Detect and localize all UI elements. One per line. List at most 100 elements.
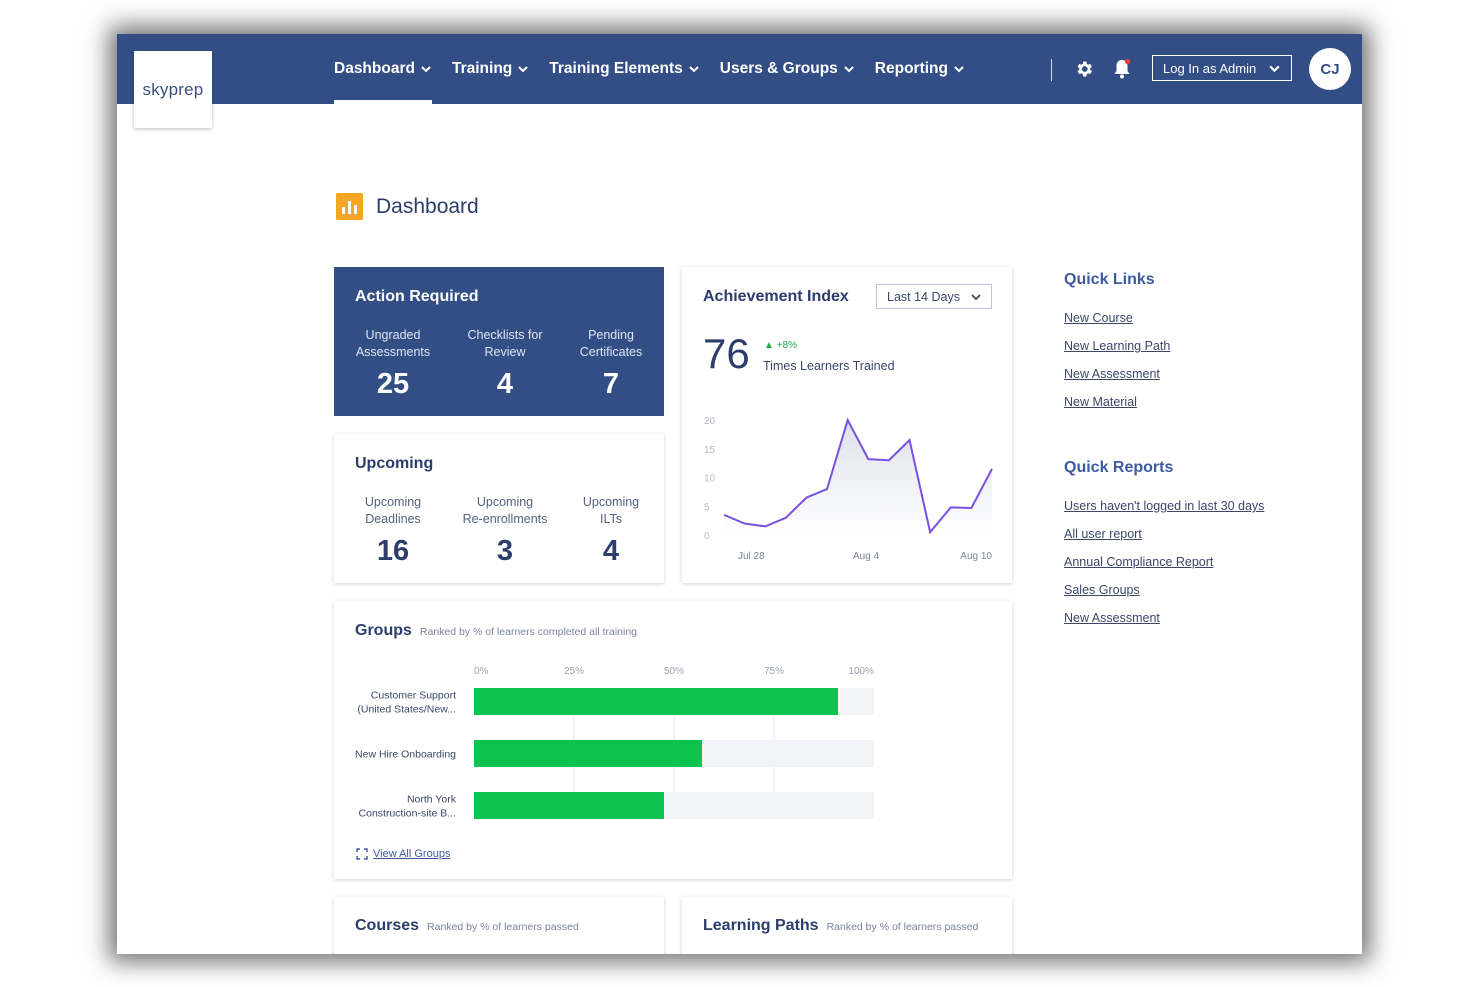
upcoming-card: Upcoming Upcoming Deadlines 16 Upcoming … [334,434,664,583]
courses-note: Ranked by % of learners passed [427,921,579,933]
view-all-groups-link[interactable]: View All Groups [356,848,450,860]
chevron-down-icon [971,294,981,301]
view-all-groups-label: View All Groups [373,848,451,860]
stat-value: 16 [376,535,410,567]
group-label: (United States/New... [357,704,456,716]
group-label: New Hire Onboarding [355,749,456,761]
stat-value: 7 [602,368,620,400]
x-tick-label: Jul 28 [738,551,765,562]
x-tick-label: 75% [764,666,784,677]
pending-certificates-stat[interactable]: Pending Certificates 7 [546,327,676,401]
quick-link-new-assessment[interactable]: New Assessment [1064,367,1160,381]
learning-paths-card: Learning Paths Ranked by % of learners pa… [682,897,1012,954]
group-bar[interactable] [474,792,664,819]
chevron-down-icon [1269,65,1280,73]
quick-report-new-assessment[interactable]: New Assessment [1064,611,1160,625]
y-tick-label: 20 [704,416,716,427]
login-as-admin-select[interactable]: Log In as Admin [1152,55,1292,81]
learning-paths-title-row: Learning Paths Ranked by % of learners pa… [703,917,978,935]
date-range-select[interactable]: Last 14 Days [876,284,992,309]
quick-link-new-learning-path[interactable]: New Learning Path [1064,339,1171,353]
avatar-initials: CJ [1320,60,1340,78]
upcoming-deadlines-stat[interactable]: Upcoming Deadlines 16 [328,494,458,568]
x-tick-label: Aug 10 [960,551,992,562]
learning-paths-note: Ranked by % of learners passed [826,921,979,933]
upcoming-ilts-stat[interactable]: Upcoming ILTs 4 [546,494,676,568]
x-tick-label: 100% [848,666,874,677]
stat-label-line1: Upcoming [582,495,640,509]
x-tick-label: 25% [564,666,584,677]
group-bar[interactable] [474,740,702,767]
nav-training[interactable]: Training [452,34,529,104]
expand-icon [356,848,368,860]
achievement-line-chart: 20 15 10 5 0 Jul 28 Aug 4 Aug 10 [704,416,993,562]
quick-report-annual-compliance[interactable]: Annual Compliance Report [1064,555,1214,569]
nav-training-elements[interactable]: Training Elements [549,34,700,104]
nav-dashboard[interactable]: Dashboard [334,34,432,104]
chevron-down-icon [689,66,699,73]
stat-label-line2: Re-enrollments [462,512,548,526]
main-nav: Dashboard Training Training Elements Use… [334,34,985,104]
x-tick-label: 0% [474,666,489,677]
logo-text: skyprep [142,79,204,99]
bell-icon[interactable] [1113,58,1131,80]
nav-training-elements-label: Training Elements [549,60,683,77]
quick-link-new-course[interactable]: New Course [1064,311,1133,325]
nav-training-label: Training [451,60,513,77]
nav-reporting[interactable]: Reporting [875,34,965,104]
ungraded-assessments-stat[interactable]: Ungraded Assessments 25 [328,327,458,401]
action-required-card: Action Required Ungraded Assessments 25 … [334,267,664,416]
upcoming-title: Upcoming [355,455,434,472]
action-required-title: Action Required [355,288,479,305]
courses-title-row: Courses Ranked by % of learners passed [355,917,579,935]
nav-users-groups[interactable]: Users & Groups [720,34,855,104]
date-range-label: Last 14 Days [887,289,960,304]
gear-icon[interactable] [1074,59,1094,79]
group-bar[interactable] [474,688,838,715]
x-tick-label: 50% [664,666,684,677]
page-header: Dashboard [336,193,479,220]
quick-link-new-material[interactable]: New Material [1064,395,1137,409]
quick-report-all-users[interactable]: All user report [1064,527,1142,541]
stat-label-line1: Upcoming [476,495,534,509]
nav-reporting-label: Reporting [874,60,948,77]
achievement-line [723,417,993,535]
quick-report-sales-groups[interactable]: Sales Groups [1064,583,1140,597]
stat-value: 4 [602,535,620,567]
top-navigation-bar: Dashboard Training Training Elements Use… [117,34,1362,104]
nav-users-groups-label: Users & Groups [719,60,838,77]
stat-value: 3 [496,535,514,567]
achievement-index-card: Achievement Index Last 14 Days 76 ▲ +8% … [682,267,1012,583]
upcoming-reenrollments-stat[interactable]: Upcoming Re-enrollments 3 [440,494,570,568]
stat-label-line2: Assessments [355,345,431,359]
achievement-area [724,420,992,535]
stat-label-line1: Pending [588,328,634,342]
chevron-down-icon [954,66,964,73]
stat-label-line2: Certificates [579,345,643,359]
x-tick-label: Aug 4 [853,551,880,562]
courses-title: Courses [355,917,420,934]
checklists-review-stat[interactable]: Checklists for Review 4 [440,327,570,401]
groups-title: Groups [355,622,412,639]
group-label: Construction-site B... [359,808,456,820]
stat-label-line2: Review [484,345,526,359]
trend-change: +8% [776,340,797,351]
avatar[interactable]: CJ [1309,48,1351,90]
login-as-admin-label: Log In as Admin [1163,60,1257,76]
achievement-value: 76 [703,330,750,377]
y-tick-label: 0 [704,531,710,542]
stat-value: 25 [376,368,410,400]
groups-bar-chart: 0% 25% 50% 75% 100% Customer Support (United S… [355,666,874,820]
achievement-index-title: Achievement Index [703,288,849,305]
stat-label-line2: Deadlines [365,512,421,526]
learning-paths-title: Learning Paths [703,917,819,934]
nav-dashboard-label: Dashboard [334,60,415,77]
chevron-down-icon [844,66,854,73]
courses-card: Courses Ranked by % of learners passed [334,897,664,954]
chevron-down-icon [421,66,431,73]
y-tick-label: 5 [704,502,710,513]
quick-report-inactive-users[interactable]: Users haven't logged in last 30 days [1064,499,1265,513]
logo[interactable]: skyprep [134,51,212,128]
trend-indicator: ▲ +8% [764,340,797,351]
nav-divider [1051,59,1052,81]
